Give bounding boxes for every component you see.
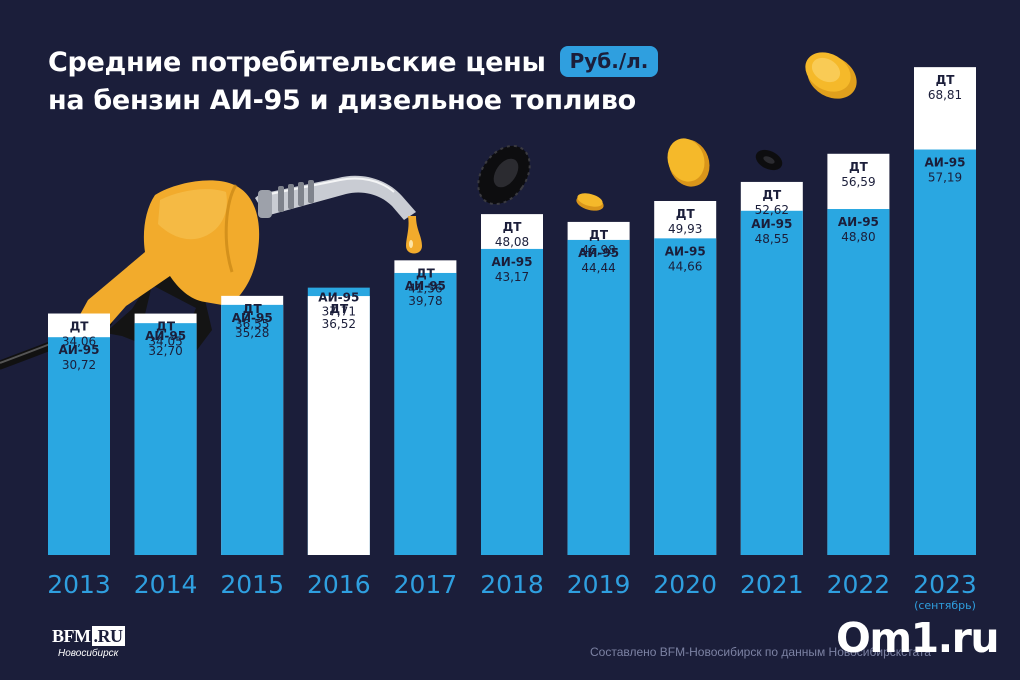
- year-note: (сентябрь): [914, 599, 976, 612]
- series-label-dt-2020: ДТ: [676, 207, 696, 221]
- series-label-ai95-2015: АИ-95: [232, 311, 273, 325]
- bar-ai95-2023: [914, 149, 976, 556]
- title-line-2: на бензин АИ-95 и дизельное топливо: [48, 85, 636, 116]
- bfm-logo-ru: .RU: [91, 626, 125, 646]
- series-label-ai95-2017: АИ-95: [405, 279, 446, 293]
- value-label-ai95-2022: 48,80: [841, 230, 875, 244]
- bfm-logo-text: BFM .RU: [52, 626, 125, 646]
- series-label-ai95-2014: АИ-95: [145, 329, 186, 343]
- fuel-drop-icon: [406, 216, 422, 254]
- value-label-dt-2017: 41,56: [408, 281, 442, 295]
- bar-ai95-2017: [394, 272, 457, 555]
- value-label-dt-2019: 46,98: [581, 243, 615, 257]
- bar-ai95-2015: [221, 304, 284, 555]
- value-label-dt-2020: 49,93: [668, 222, 702, 236]
- unit-badge: Руб./л.: [559, 46, 659, 77]
- bar-ai95-2014: [134, 323, 197, 555]
- title-line-1: Средние потребительские цены Руб./л.: [48, 44, 659, 82]
- value-label-dt-2015: 36,55: [235, 317, 269, 331]
- series-label-ai95-2022: АИ-95: [838, 215, 879, 229]
- year-label-2021: 2021: [740, 570, 804, 599]
- year-label-2016: 2016: [307, 570, 371, 599]
- value-label-ai95-2015: 35,28: [235, 326, 269, 340]
- year-label-2022: 2022: [827, 570, 891, 599]
- value-label-ai95-2018: 43,17: [495, 270, 529, 284]
- value-label-dt-2013: 34,06: [62, 335, 96, 349]
- coin-icon: [805, 52, 857, 99]
- value-label-ai95-2021: 48,55: [755, 232, 789, 246]
- bar-ai95-2022: [827, 209, 890, 555]
- series-label-dt-2016: ДТ: [329, 302, 349, 316]
- series-label-ai95-2016: АИ-95: [318, 291, 359, 305]
- value-label-dt-2023: 68,81: [928, 88, 962, 102]
- value-label-dt-2021: 52,62: [755, 203, 789, 217]
- year-label-2019: 2019: [567, 570, 631, 599]
- bar-ai95-2019: [567, 239, 630, 555]
- bfm-logo-city: Новосибирск: [58, 648, 119, 659]
- value-label-ai95-2013: 30,72: [62, 358, 96, 372]
- coin-icon: [667, 138, 710, 187]
- bars-layer: ДТ34,06АИ-9530,722013ДТ34,05АИ-9532,7020…: [47, 67, 977, 599]
- value-label-dt-2016: 36,52: [322, 317, 356, 331]
- series-label-ai95-2019: АИ-95: [578, 246, 619, 260]
- bar-ai95-2018: [481, 248, 543, 556]
- series-label-dt-2022: ДТ: [849, 160, 869, 174]
- year-label-2015: 2015: [220, 570, 284, 599]
- series-label-dt-2018: ДТ: [503, 220, 523, 234]
- om1-logo: Om1.ru: [836, 614, 1000, 662]
- year-label-2018: 2018: [480, 570, 544, 599]
- series-label-ai95-2018: АИ-95: [491, 255, 532, 269]
- title-line-1-text: Средние потребительские цены: [48, 47, 546, 78]
- bar-ai95-2013: [48, 337, 110, 555]
- series-label-dt-2015: ДТ: [243, 302, 263, 316]
- series-label-ai95-2023: АИ-95: [924, 156, 965, 170]
- coin-icon: [576, 193, 604, 211]
- value-label-ai95-2014: 32,70: [148, 344, 182, 358]
- series-label-ai95-2013: АИ-95: [58, 343, 99, 357]
- series-label-ai95-2020: АИ-95: [665, 244, 706, 258]
- value-label-ai95-2016: 37,71: [322, 305, 356, 319]
- value-label-dt-2014: 34,05: [148, 335, 182, 349]
- value-label-dt-2018: 48,08: [495, 235, 529, 249]
- bar-dt-2016: [307, 296, 370, 555]
- series-label-dt-2023: ДТ: [936, 73, 956, 87]
- value-label-ai95-2017: 39,78: [408, 294, 442, 308]
- series-label-dt-2014: ДТ: [156, 320, 176, 334]
- series-label-dt-2021: ДТ: [762, 188, 782, 202]
- source-note: Составлено BFM-Новосибирск по данным Нов…: [590, 645, 931, 659]
- series-label-dt-2013: ДТ: [70, 320, 90, 334]
- value-label-ai95-2020: 44,66: [668, 259, 702, 273]
- year-label-2023: 2023: [913, 570, 977, 599]
- bfm-logo-main: BFM: [52, 626, 91, 646]
- bfm-logo: BFM .RU Новосибирск: [52, 626, 125, 659]
- series-label-dt-2019: ДТ: [589, 228, 609, 242]
- year-label-2020: 2020: [653, 570, 717, 599]
- value-label-ai95-2019: 44,44: [581, 261, 615, 275]
- bar-ai95-2020: [654, 238, 717, 555]
- chart-title: Средние потребительские цены Руб./л. на б…: [48, 44, 659, 120]
- tire-icon: [755, 149, 783, 171]
- year-label-2014: 2014: [134, 570, 198, 599]
- tire-icon: [477, 144, 531, 206]
- series-label-ai95-2021: АИ-95: [751, 217, 792, 231]
- value-label-dt-2022: 56,59: [841, 175, 875, 189]
- year-label-2017: 2017: [394, 570, 458, 599]
- year-label-2013: 2013: [47, 570, 111, 599]
- series-label-dt-2017: ДТ: [416, 266, 436, 280]
- value-label-ai95-2023: 57,19: [928, 171, 962, 185]
- bar-ai95-2021: [740, 210, 803, 555]
